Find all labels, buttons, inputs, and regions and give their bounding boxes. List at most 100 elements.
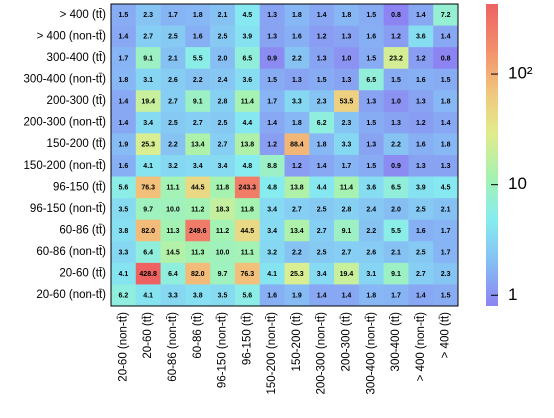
cell-label: 5.6 — [119, 185, 129, 192]
cell-label: 1.7 — [391, 293, 401, 300]
cell-label: 1.4 — [416, 293, 426, 300]
cell-label: 2.0 — [218, 55, 228, 62]
cell-label: 9.1 — [143, 55, 153, 62]
cell-label: 2.5 — [317, 206, 327, 213]
cell-label: 1.6 — [119, 163, 129, 170]
y-tick-label: > 400 (tt̄) — [60, 8, 107, 20]
heatmap-cell — [259, 176, 285, 199]
heatmap-cell — [160, 219, 186, 242]
heatmap-cell — [111, 284, 137, 307]
heatmap-cell — [408, 68, 434, 91]
cell-label: 1.4 — [441, 34, 451, 41]
heatmap-cell — [383, 155, 409, 177]
cell-label: 0.9 — [391, 163, 401, 170]
cell-label: 19.4 — [340, 271, 354, 278]
heatmap-cell — [334, 219, 360, 242]
cell-label: 3.8 — [193, 293, 203, 300]
cell-label: 11.4 — [241, 98, 254, 105]
heatmap-cell — [234, 111, 261, 134]
heatmap-cell — [160, 111, 186, 134]
x-tick-label: 60-86 (non-tt̄) — [167, 312, 179, 382]
cell-label: 2.1 — [218, 12, 228, 19]
heatmap-cell — [259, 111, 285, 134]
cell-label: 1.6 — [292, 34, 302, 41]
color-bar-label: 10 — [508, 174, 527, 193]
cell-label: 243.3 — [239, 185, 257, 192]
x-tick-label: > 400 (tt̄) — [439, 312, 451, 359]
heatmap-cell — [185, 198, 211, 221]
cell-label: 2.3 — [143, 12, 153, 19]
heatmap-cell — [309, 133, 335, 156]
heatmap-cell — [111, 47, 137, 70]
cell-label: 6.5 — [391, 185, 401, 192]
cell-label: 3.4 — [143, 120, 153, 127]
heatmap-cell — [259, 133, 285, 156]
heatmap-cell — [259, 4, 285, 26]
cell-label: 1.3 — [267, 34, 277, 41]
cell-label: 1.3 — [416, 163, 426, 170]
cell-label: 6.5 — [366, 77, 376, 84]
heatmap-cell — [259, 47, 285, 70]
heatmap-cell — [185, 90, 211, 113]
cell-label: 1.7 — [441, 228, 451, 235]
cell-label: 3.9 — [416, 185, 426, 192]
cell-label: 2.7 — [342, 249, 352, 256]
y-tick-label: 150-200 (tt̄) — [47, 138, 107, 150]
heatmap-cell — [284, 176, 310, 199]
cell-label: 1.3 — [267, 12, 277, 19]
cell-label: 88.4 — [290, 142, 304, 149]
heatmap-cell — [210, 25, 236, 48]
cell-label: 1.2 — [267, 142, 277, 149]
heatmap-cell — [334, 47, 360, 70]
cell-label: 3.4 — [218, 163, 228, 170]
heatmap-cell — [234, 4, 261, 26]
x-tick-label: 150-200 (tt̄) — [291, 312, 303, 372]
cell-label: 2.7 — [168, 98, 178, 105]
cell-label: 1.5 — [366, 55, 376, 62]
cell-label: 2.3 — [342, 120, 352, 127]
heatmap-cell — [111, 133, 137, 156]
heatmap-cell — [185, 176, 211, 199]
heatmap-cell — [309, 47, 335, 70]
cell-label: 13.4 — [290, 228, 304, 235]
heatmap-cell — [433, 198, 459, 221]
heatmap-cell — [284, 155, 310, 177]
cell-label: 2.2 — [391, 142, 401, 149]
y-tick-label: 200-300 (tt̄) — [47, 95, 107, 107]
cell-label: 2.7 — [193, 120, 203, 127]
heatmap-cell — [334, 90, 360, 113]
cell-label: 2.0 — [391, 206, 401, 213]
heatmap-cell — [358, 262, 384, 285]
cell-label: 3.2 — [267, 249, 277, 256]
x-tick-label: 60-86 (tt̄) — [191, 312, 203, 359]
cell-label: 18.3 — [216, 206, 230, 213]
cell-label: 2.2 — [292, 55, 302, 62]
cell-label: 1.0 — [342, 55, 352, 62]
x-tick-label: 20-60 (tt̄) — [142, 312, 154, 359]
cell-label: 3.4 — [267, 228, 277, 235]
cell-label: 1.5 — [366, 120, 376, 127]
cell-label: 2.5 — [168, 34, 178, 41]
heatmap-cell — [408, 284, 434, 307]
cell-label: 14.5 — [166, 249, 180, 256]
cell-label: 2.5 — [218, 120, 228, 127]
cell-label: 11.8 — [216, 185, 229, 192]
cell-label: 1.5 — [366, 12, 376, 19]
heatmap-cell — [259, 90, 285, 113]
heatmap-cell — [160, 90, 186, 113]
cell-label: 2.1 — [391, 249, 401, 256]
y-tick-label: 96-150 (tt̄) — [53, 181, 106, 193]
y-tick-label: 60-86 (non-tt̄) — [36, 246, 106, 258]
cell-label: 1.4 — [119, 98, 129, 105]
heatmap-cell — [111, 219, 137, 242]
heatmap-cell — [284, 198, 310, 221]
cell-label: 76.3 — [141, 185, 155, 192]
cell-label: 9.1 — [391, 271, 401, 278]
cell-label: 1.9 — [119, 142, 129, 149]
cell-label: 2.5 — [218, 34, 228, 41]
cell-label: 0.8 — [441, 55, 451, 62]
cell-label: 82.0 — [191, 271, 205, 278]
heatmap-cell — [284, 133, 310, 156]
heatmap-cell — [234, 90, 261, 113]
heatmap-cell — [408, 4, 434, 26]
